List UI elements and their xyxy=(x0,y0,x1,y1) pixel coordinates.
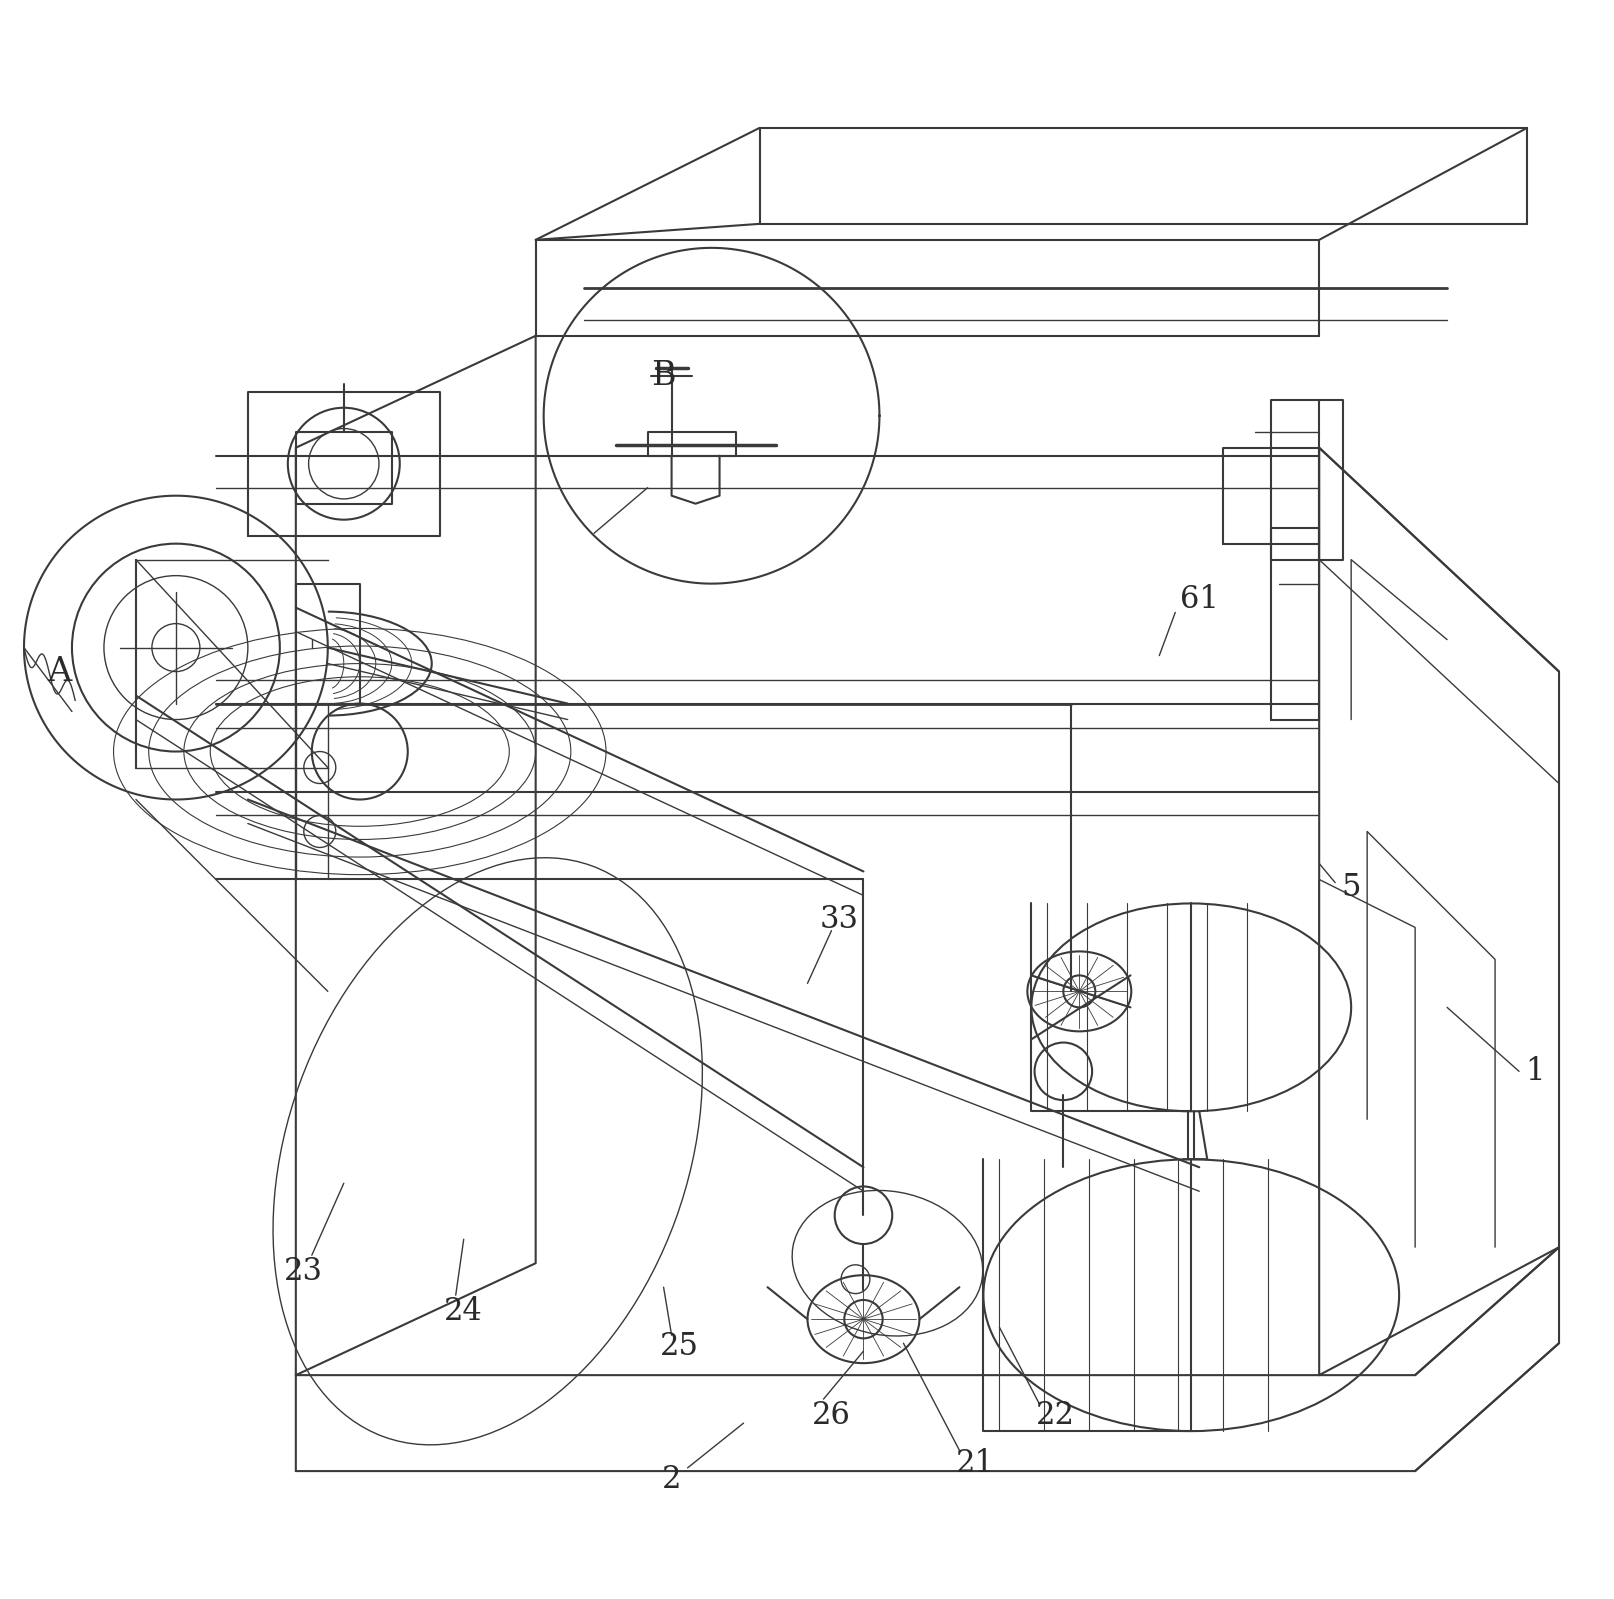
Text: 61: 61 xyxy=(1180,584,1219,616)
Text: 1: 1 xyxy=(1524,1055,1545,1087)
Text: A: A xyxy=(47,656,71,688)
Text: 2: 2 xyxy=(662,1463,681,1495)
Text: 25: 25 xyxy=(660,1330,699,1362)
Text: 24: 24 xyxy=(444,1295,483,1327)
Text: 5: 5 xyxy=(1341,871,1361,903)
Text: B: B xyxy=(650,360,675,392)
Text: 33: 33 xyxy=(820,903,859,935)
Text: 22: 22 xyxy=(1035,1399,1075,1431)
Text: 23: 23 xyxy=(284,1255,323,1287)
Text: 21: 21 xyxy=(955,1447,994,1479)
Text: 26: 26 xyxy=(812,1399,851,1431)
